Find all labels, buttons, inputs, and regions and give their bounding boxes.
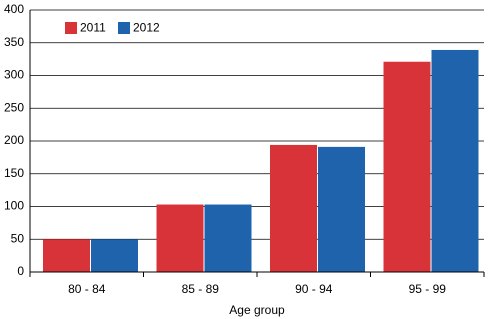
legend-swatch	[65, 22, 77, 34]
bar	[204, 204, 252, 272]
bar	[270, 144, 317, 272]
legend-label: 2012	[133, 21, 160, 35]
bar	[156, 204, 204, 272]
y-tick-label: 0	[17, 264, 24, 278]
x-tick-label: 95 - 99	[409, 282, 447, 296]
y-tick-label: 350	[4, 35, 24, 49]
bar	[91, 239, 138, 272]
bar	[431, 49, 479, 272]
x-tick-label: 80 - 84	[68, 282, 106, 296]
y-tick-label: 200	[4, 133, 24, 147]
x-tick-label: 85 - 89	[182, 282, 220, 296]
bar	[43, 239, 90, 272]
bar	[318, 146, 365, 272]
y-tick-label: 50	[11, 231, 25, 245]
bar	[383, 61, 431, 273]
x-tick-label: 90 - 94	[295, 282, 333, 296]
x-axis-label: Age group	[229, 303, 285, 317]
legend-swatch	[118, 22, 130, 34]
y-tick-label: 150	[4, 166, 24, 180]
legend-label: 2011	[80, 21, 106, 35]
y-tick-label: 100	[4, 199, 24, 213]
y-tick-label: 250	[4, 100, 24, 114]
y-tick-label: 400	[4, 2, 24, 16]
y-tick-label: 300	[4, 68, 24, 82]
